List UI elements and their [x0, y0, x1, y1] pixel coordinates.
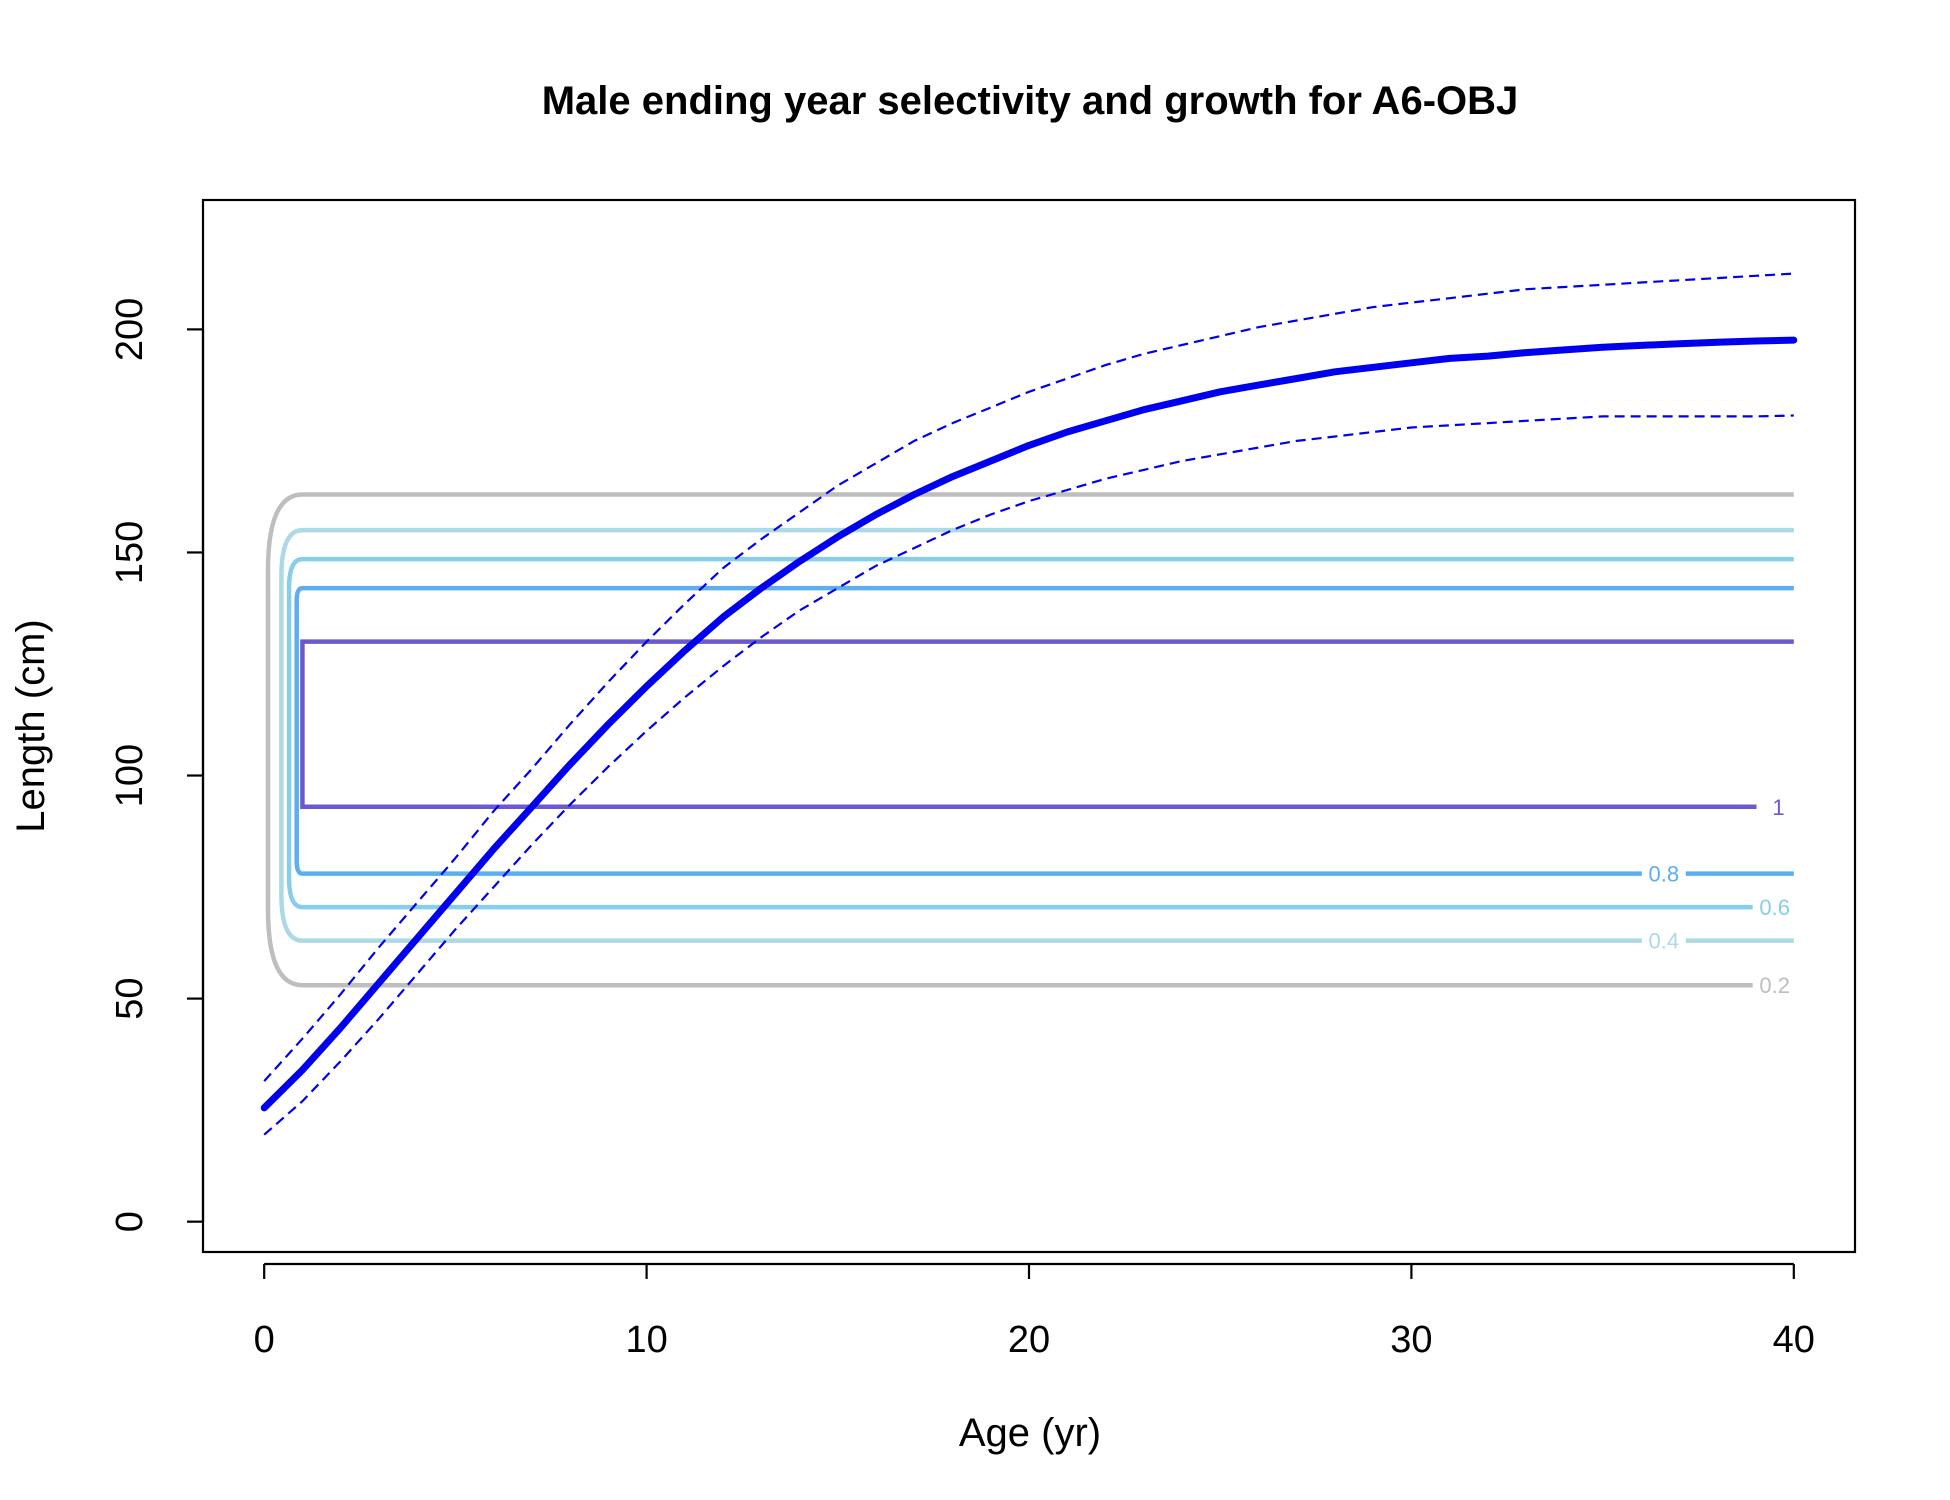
contour-label-gap-0.6 [1752, 901, 1797, 914]
x-tick-label-30: 30 [1390, 1319, 1432, 1361]
contour-label-0.6: 0.6 [1759, 895, 1790, 920]
contour-label-0.2: 0.2 [1759, 973, 1790, 998]
x-tick-label-10: 10 [625, 1319, 667, 1361]
y-tick-label-50: 50 [109, 977, 151, 1019]
x-tick-label-40: 40 [1773, 1319, 1815, 1361]
contour-label-0.4: 0.4 [1648, 929, 1679, 954]
growth-lower-bound [263, 414, 1794, 1136]
growth-curves [260, 272, 1798, 1136]
y-tick-label-0: 0 [109, 1211, 151, 1232]
contour-label-gap-0.4 [1641, 934, 1686, 947]
y-tick-label-150: 150 [109, 521, 151, 584]
y-axis-label: Length (cm) [9, 619, 53, 832]
contour-0.8 [294, 585, 1794, 876]
contour-0.2 [265, 492, 1794, 988]
contour-label-gap-0.2 [1752, 979, 1797, 992]
contour-0.6 [286, 556, 1794, 910]
y-tick-label-200: 200 [109, 298, 151, 361]
contour-label-1: 1 [1772, 795, 1784, 820]
selectivity-contours: 0.2 0.4 0.6 0.8 1 [265, 492, 1801, 998]
x-axis: 0 10 20 30 40 [254, 1262, 1815, 1361]
contour-label-gap-0.8 [1641, 867, 1686, 880]
x-tick-label-0: 0 [254, 1319, 275, 1361]
growth-upper-bound [263, 272, 1794, 1082]
contour-label-0.8: 0.8 [1648, 862, 1679, 887]
y-tick-label-100: 100 [109, 744, 151, 807]
x-tick-label-20: 20 [1008, 1319, 1050, 1361]
contour-1 [300, 639, 1794, 810]
y-axis: 0 50 100 150 200 [109, 298, 205, 1232]
x-axis-label: Age (yr) [959, 1411, 1101, 1455]
contour-label-gap-1 [1756, 800, 1801, 813]
contour-0.4 [279, 527, 1794, 943]
growth-mean-line [260, 336, 1798, 1112]
chart-title: Male ending year selectivity and growth … [542, 79, 1519, 123]
